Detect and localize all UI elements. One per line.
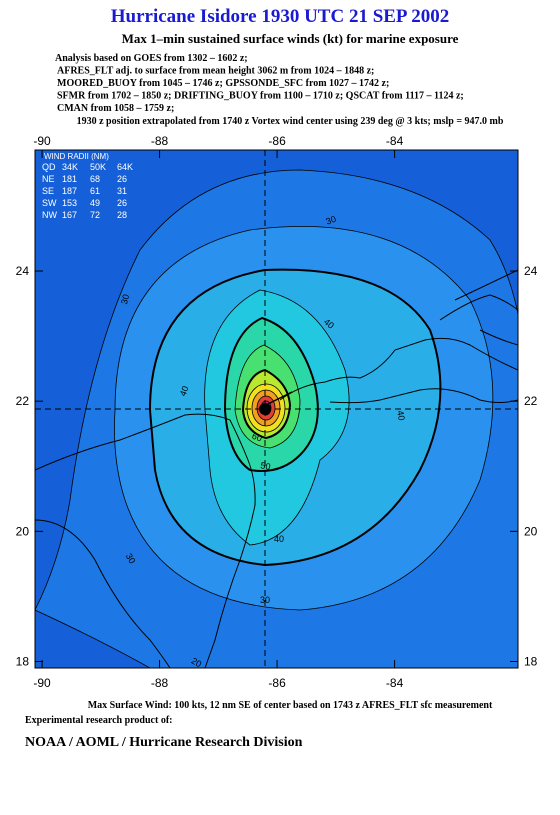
coastlines	[35, 269, 518, 668]
x-tick-label: -88	[151, 676, 169, 690]
y-tick-label: 20	[524, 524, 538, 538]
radii-cell: 28	[117, 210, 127, 220]
wind-field	[35, 150, 518, 668]
radii-column: 64K	[117, 162, 133, 172]
contour-label: 30	[119, 293, 131, 305]
x-tick-label: -84	[386, 676, 404, 690]
radii-title: WIND RADII (NM)	[44, 152, 109, 161]
wind-radii-table: WIND RADII (NM)QD 34K 50K 64K NE 181 68 26 SE 187…	[42, 152, 133, 220]
x-tick-label: -90	[33, 134, 51, 148]
analysis-line: SFMR from 1702 – 1850 z; DRIFTING_BUOY f…	[57, 91, 464, 102]
x-tick-label: -86	[268, 676, 286, 690]
radii-cell: NE	[42, 174, 55, 184]
radii-cell: 72	[90, 210, 100, 220]
contour-label: 60	[251, 431, 264, 444]
y-tick-label: 18	[524, 654, 538, 668]
motion-arrow	[265, 391, 293, 406]
analysis-line: Analysis based on GOES from 1302 – 1602 …	[55, 53, 248, 64]
position-note: 1930 z position extrapolated from 1740 z…	[77, 116, 504, 127]
analysis-line: CMAN from 1058 – 1759 z;	[57, 103, 174, 114]
analysis-line: MOORED_BUOY from 1045 – 1746 z; GPSSONDE…	[57, 78, 389, 89]
y-tick-label: 22	[524, 394, 538, 408]
radii-cell: SW	[42, 198, 57, 208]
map-frame	[34, 149, 519, 669]
contour-label: 40	[274, 534, 284, 544]
radii-cell: 31	[117, 186, 127, 196]
organization: NOAA / AOML / Hurricane Research Divisio…	[25, 735, 303, 750]
radii-cell: 181	[62, 174, 77, 184]
contour-label: 30	[124, 552, 138, 566]
radii-cell: 187	[62, 186, 77, 196]
radii-cell: SE	[42, 186, 54, 196]
radii-column: 34K	[62, 162, 78, 172]
radii-cell: 49	[90, 198, 100, 208]
max-wind-note: Max Surface Wind: 100 kts, 12 nm SE of c…	[88, 700, 493, 711]
contour-label: 30	[325, 214, 338, 227]
map-axes: -90 -90 -88 -88 -86 -86 -84 -84 24 24 22 22 20 20 18 18	[16, 134, 538, 690]
title: Hurricane Isidore 1930 UTC 21 SEP 2002	[111, 6, 450, 27]
y-tick-label: 24	[16, 264, 30, 278]
y-tick-label: 18	[16, 654, 30, 668]
radii-cell: 153	[62, 198, 77, 208]
radii-cell: 167	[62, 210, 77, 220]
analysis-line: AFRES_FLT adj. to surface from mean heig…	[57, 66, 374, 77]
contour-label: 40	[395, 410, 407, 422]
y-tick-label: 24	[524, 264, 538, 278]
radii-cell: NW	[42, 210, 57, 220]
radii-cell: 26	[117, 198, 127, 208]
radii-cell: 68	[90, 174, 100, 184]
x-tick-label: -84	[386, 134, 404, 148]
contour-label: 40	[322, 317, 336, 331]
radii-column: QD	[42, 162, 56, 172]
x-tick-label: -86	[268, 134, 286, 148]
subtitle: Max 1–min sustained surface winds (kt) f…	[122, 31, 459, 46]
contour-label: 50	[260, 460, 272, 472]
contour-labels: 30 30 30 40 40 40 40 50 60 30 20	[119, 214, 407, 669]
y-tick-label: 22	[16, 394, 30, 408]
contour-label: 30	[260, 595, 270, 605]
x-tick-label: -90	[33, 676, 51, 690]
experimental-note: Experimental research product of:	[25, 715, 172, 726]
y-tick-label: 20	[16, 524, 30, 538]
contour-label: 40	[178, 385, 191, 398]
analysis-lines: Analysis based on GOES from 1302 – 1602 …	[55, 53, 464, 114]
contour-label: 20	[190, 656, 204, 670]
x-tick-label: -88	[151, 134, 169, 148]
radii-cell: 61	[90, 186, 100, 196]
radii-cell: 26	[117, 174, 127, 184]
radii-column: 50K	[90, 162, 106, 172]
